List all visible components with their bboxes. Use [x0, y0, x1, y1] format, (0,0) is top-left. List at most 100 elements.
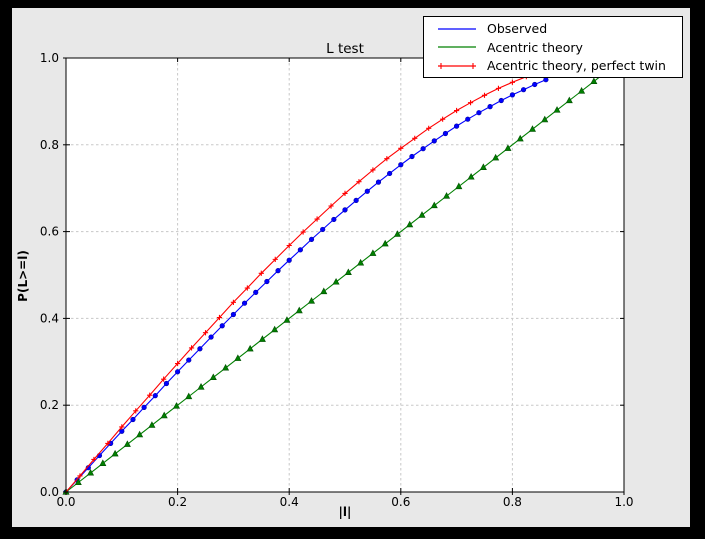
series-acentric-theory-marker [185, 392, 193, 400]
series-acentric-theory-perfect-twin-marker [384, 156, 390, 162]
plus-marker-icon [470, 62, 476, 69]
series-acentric-theory-marker [197, 383, 205, 390]
series-acentric-theory-marker [578, 87, 586, 94]
series-acentric-theory-perfect-twin-marker [244, 285, 250, 291]
series-acentric-theory-marker [222, 363, 230, 371]
series-acentric-theory-perfect-twin-marker [258, 270, 264, 276]
series-observed-marker [520, 87, 527, 93]
series-acentric-theory-perfect-twin-marker [509, 79, 515, 85]
legend-label-acentric-theory: Acentric theory [487, 39, 583, 55]
legend-item-observed: Observed [424, 20, 682, 38]
series-acentric-theory-perfect-twin-marker [426, 125, 432, 131]
x-tick-label: 0.6 [391, 495, 410, 509]
series-acentric-theory-perfect-twin-marker [286, 242, 292, 249]
series-acentric-theory-marker [136, 430, 144, 438]
series-observed-marker [230, 311, 236, 318]
y-axis-label: P(L>=l) [16, 250, 30, 302]
series-acentric-theory-marker [271, 325, 279, 333]
series-observed-marker [275, 268, 281, 274]
series-acentric-theory-marker [357, 258, 365, 266]
series-observed-marker [152, 393, 158, 399]
series-observed-marker [253, 289, 259, 295]
series-acentric-theory-marker [393, 230, 401, 237]
series-acentric-theory-marker [369, 249, 377, 256]
series-acentric-theory-marker [541, 115, 549, 123]
series-acentric-theory-marker [455, 182, 463, 190]
series-observed-marker [186, 357, 192, 363]
series-observed-marker [532, 81, 538, 88]
legend-line-acentric-theory-icon [438, 46, 476, 48]
legend-item-acentric-theory: Acentric theory [424, 38, 682, 56]
series-acentric-theory-perfect-twin-marker [202, 330, 209, 336]
series-observed-marker [498, 97, 504, 104]
series-observed-marker [487, 104, 493, 110]
series-observed-marker [130, 416, 136, 423]
series-observed-marker [409, 153, 415, 160]
series-acentric-theory-perfect-twin-marker [412, 135, 418, 141]
y-tick-label: 0.0 [40, 485, 59, 499]
series-acentric-theory-marker [123, 440, 131, 447]
series-acentric-theory-perfect-twin-marker [105, 440, 111, 446]
series-acentric-theory-marker [258, 335, 266, 342]
series-acentric-theory-marker [172, 402, 180, 409]
x-axis-label: |l| [338, 505, 352, 519]
series-acentric-theory-marker [320, 287, 328, 295]
series-acentric-theory-marker [87, 468, 95, 476]
series-observed-marker [442, 130, 449, 137]
series-acentric-theory-marker [590, 77, 598, 85]
series-acentric-theory-marker [234, 354, 242, 361]
y-tick-label: 0.4 [40, 311, 59, 325]
legend-label-observed: Observed [487, 21, 548, 36]
series-acentric-theory-marker [430, 201, 438, 209]
series-acentric-theory-perfect-twin-marker [147, 392, 153, 398]
series-acentric-theory-perfect-twin-marker [398, 145, 404, 151]
series-observed-marker [219, 323, 225, 329]
y-tick-label: 0.2 [40, 398, 59, 412]
y-tick-label: 1.0 [40, 51, 59, 65]
series-observed-marker [387, 170, 393, 177]
x-tick-label: 0.0 [56, 495, 75, 509]
series-acentric-theory-marker [553, 106, 561, 113]
series-acentric-theory-perfect-twin-marker [188, 345, 195, 351]
legend-line-perfect-twin-icon [438, 62, 476, 69]
series-acentric-theory-perfect-twin-marker [272, 256, 278, 262]
series-acentric-theory-marker [504, 144, 512, 151]
series-observed-marker [297, 247, 303, 253]
series-acentric-theory-perfect-twin-marker [133, 408, 139, 414]
series-acentric-theory-marker [418, 211, 426, 218]
series-acentric-theory-perfect-twin-marker [356, 179, 362, 185]
series-acentric-theory-marker [381, 239, 389, 247]
series-observed-marker [509, 92, 516, 98]
series-acentric-theory-perfect-twin-marker [161, 376, 167, 382]
series-acentric-theory-perfect-twin-marker [370, 167, 376, 173]
legend-item-perfect-twin: Acentric theory, perfect twin [424, 57, 682, 75]
series-acentric-theory-perfect-twin-marker [467, 100, 474, 106]
series-acentric-theory-marker [209, 373, 217, 381]
series-acentric-theory-marker [479, 163, 487, 170]
series-acentric-theory-perfect-twin-marker [440, 116, 446, 122]
series-acentric-theory-marker [344, 268, 352, 275]
series-acentric-theory-marker [99, 459, 107, 466]
series-observed-marker [208, 334, 214, 340]
legend-line-observed-icon [438, 27, 476, 30]
series-acentric-theory-marker [492, 153, 500, 161]
x-tick-label: 0.4 [280, 495, 299, 509]
series-acentric-theory-perfect-twin-marker [314, 216, 320, 222]
series-observed-marker [163, 380, 170, 387]
x-tick-label: 0.2 [168, 495, 187, 509]
series-acentric-theory-marker [74, 478, 82, 486]
x-tick-label: 1.0 [614, 495, 633, 509]
y-tick-label: 0.8 [40, 138, 59, 152]
series-acentric-theory-marker [111, 449, 119, 457]
series-acentric-theory-marker [565, 96, 573, 104]
series-observed-marker [175, 369, 181, 375]
plus-marker-icon [438, 62, 444, 69]
series-observed-marker [375, 179, 382, 185]
series-acentric-theory-marker [443, 192, 451, 199]
series-observed-marker [364, 188, 370, 194]
series-acentric-theory-perfect-twin-marker [175, 360, 181, 367]
series-acentric-theory-perfect-twin-marker [342, 190, 348, 197]
series-acentric-theory-marker [406, 220, 414, 228]
